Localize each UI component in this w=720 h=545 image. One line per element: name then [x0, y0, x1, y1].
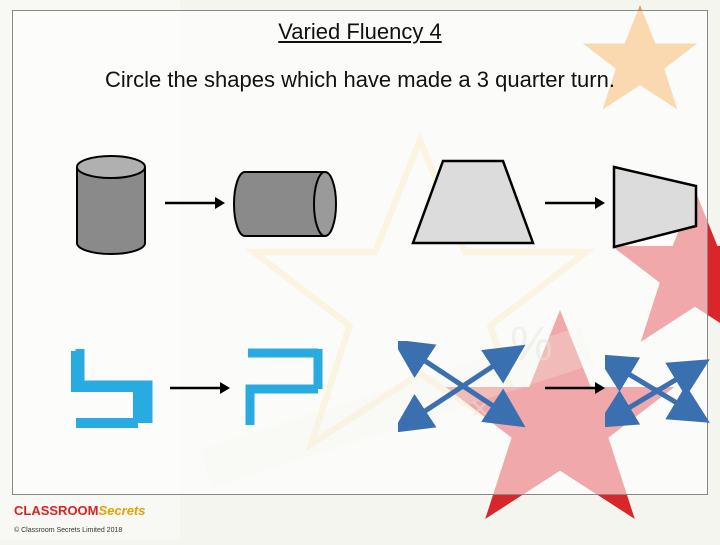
arrow-icon — [168, 378, 233, 398]
arrow-icon — [543, 378, 608, 398]
shapes-area — [13, 93, 707, 473]
arrow-icon — [543, 193, 608, 213]
trapezoid-upright — [408, 153, 538, 253]
instruction-text: Circle the shapes which have made a 3 qu… — [13, 67, 707, 93]
content-frame: Varied Fluency 4 Circle the shapes which… — [12, 10, 708, 495]
slide-title: Varied Fluency 4 — [13, 19, 707, 45]
logo-part1: CLASSROOM — [14, 503, 99, 518]
cylinder-upright — [73, 153, 153, 258]
double-arrow-shape-2 — [605, 345, 710, 435]
step-shape-2 — [238, 343, 333, 431]
logo: CLASSROOMSecrets — [14, 502, 145, 520]
double-arrow-shape-1 — [398, 341, 528, 436]
cylinder-sideways — [231, 168, 341, 243]
step-shape-1 — [68, 343, 163, 431]
arrow-icon — [163, 193, 228, 213]
trapezoid-rotated — [608, 161, 708, 256]
copyright-text: © Classroom Secrets Limited 2018 — [14, 527, 122, 534]
logo-part2: Secrets — [99, 503, 146, 518]
